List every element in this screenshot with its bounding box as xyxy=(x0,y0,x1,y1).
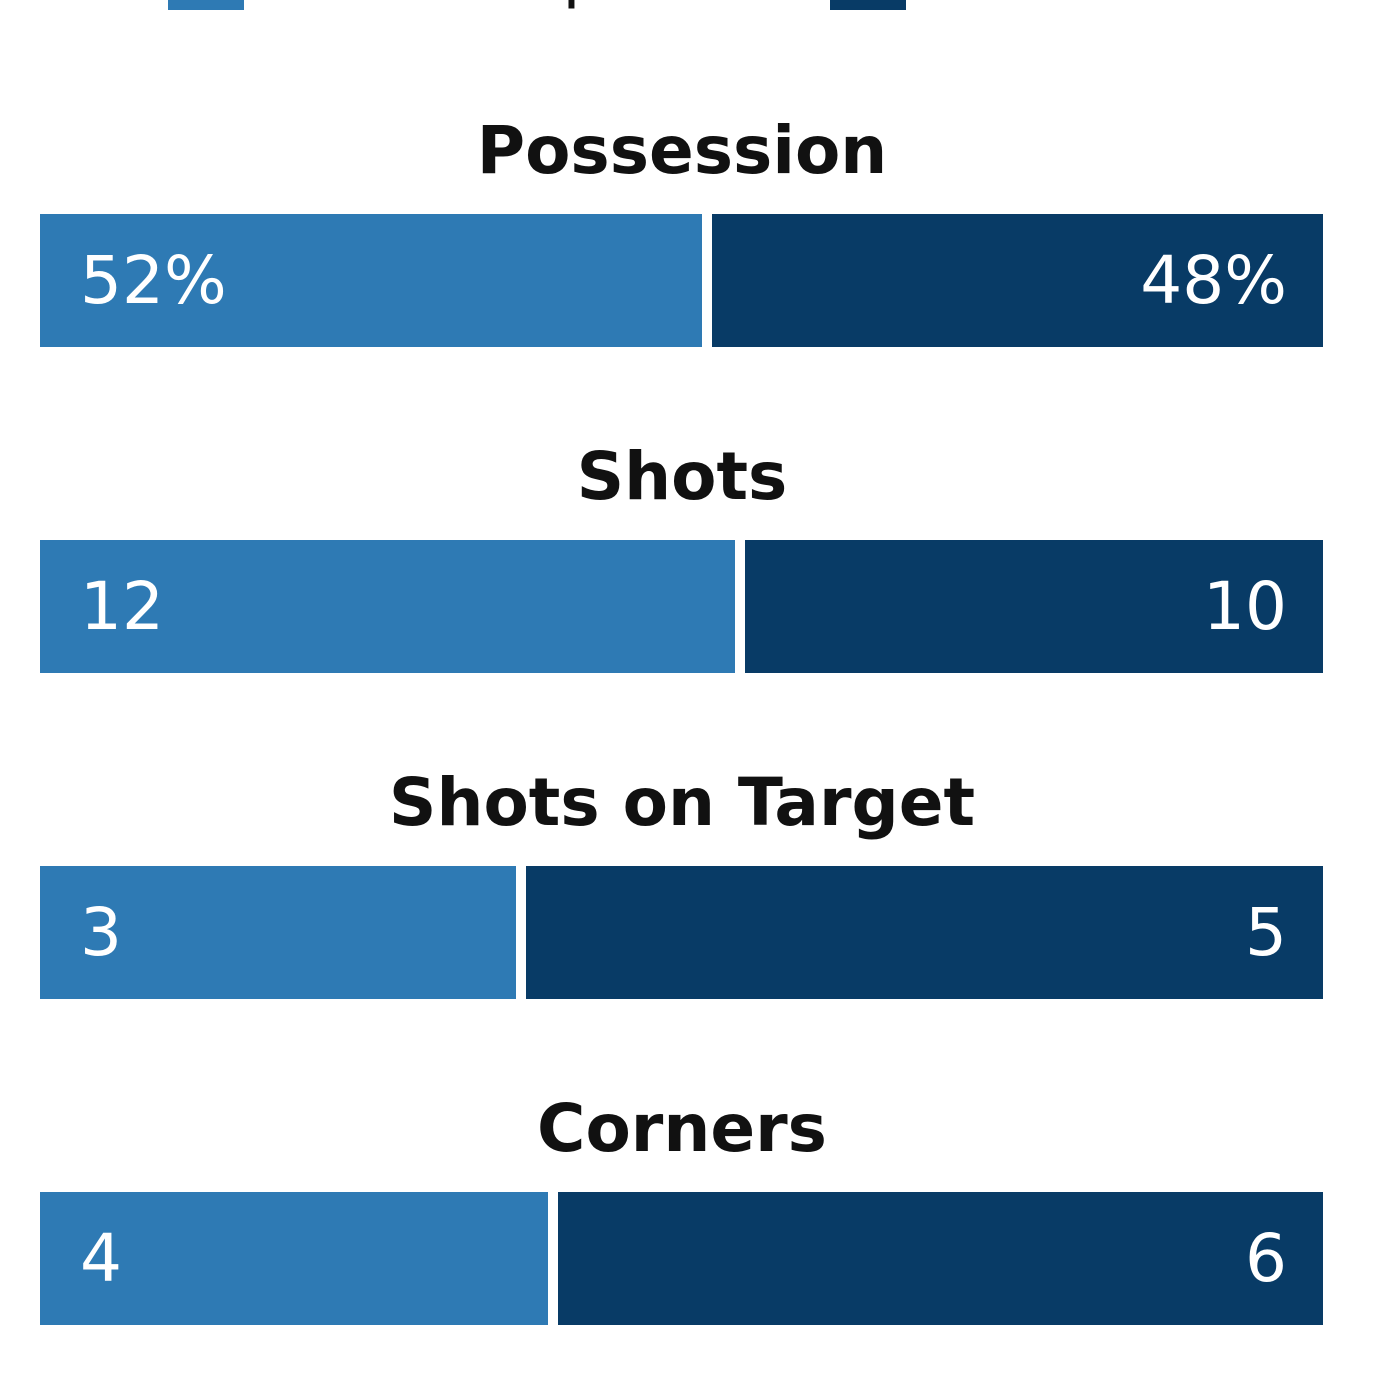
legend-swatch-arsenal xyxy=(830,0,906,10)
bar-away: 48% xyxy=(712,214,1323,347)
legend-swatch-southampton xyxy=(168,0,244,10)
legend-label-southampton: Southampton xyxy=(266,0,713,11)
bar-home: 52% xyxy=(40,214,703,347)
stat-title: Possession xyxy=(476,112,888,189)
bar-away: 5 xyxy=(526,866,1323,999)
bar-away: 6 xyxy=(558,1192,1323,1325)
stat-title: Shots xyxy=(576,438,788,515)
stat-title: Corners xyxy=(537,1090,827,1167)
bar-away: 10 xyxy=(744,540,1323,673)
value-label-home: 12 xyxy=(80,568,164,645)
value-label-home: 3 xyxy=(80,894,122,971)
bar-home: 3 xyxy=(40,866,517,999)
legend: Southampton Arsenal xyxy=(0,0,1400,13)
value-label-away: 5 xyxy=(1245,894,1287,971)
value-label-away: 10 xyxy=(1203,568,1287,645)
stat-title: Shots on Target xyxy=(388,764,976,841)
value-label-away: 6 xyxy=(1244,1220,1287,1297)
bar-home: 4 xyxy=(40,1192,549,1325)
legend-label-arsenal: Arsenal xyxy=(926,0,1174,11)
value-label-home: 52% xyxy=(80,242,227,319)
bar-home: 12 xyxy=(40,540,735,673)
value-label-home: 4 xyxy=(80,1220,122,1297)
value-label-away: 48% xyxy=(1140,242,1287,319)
